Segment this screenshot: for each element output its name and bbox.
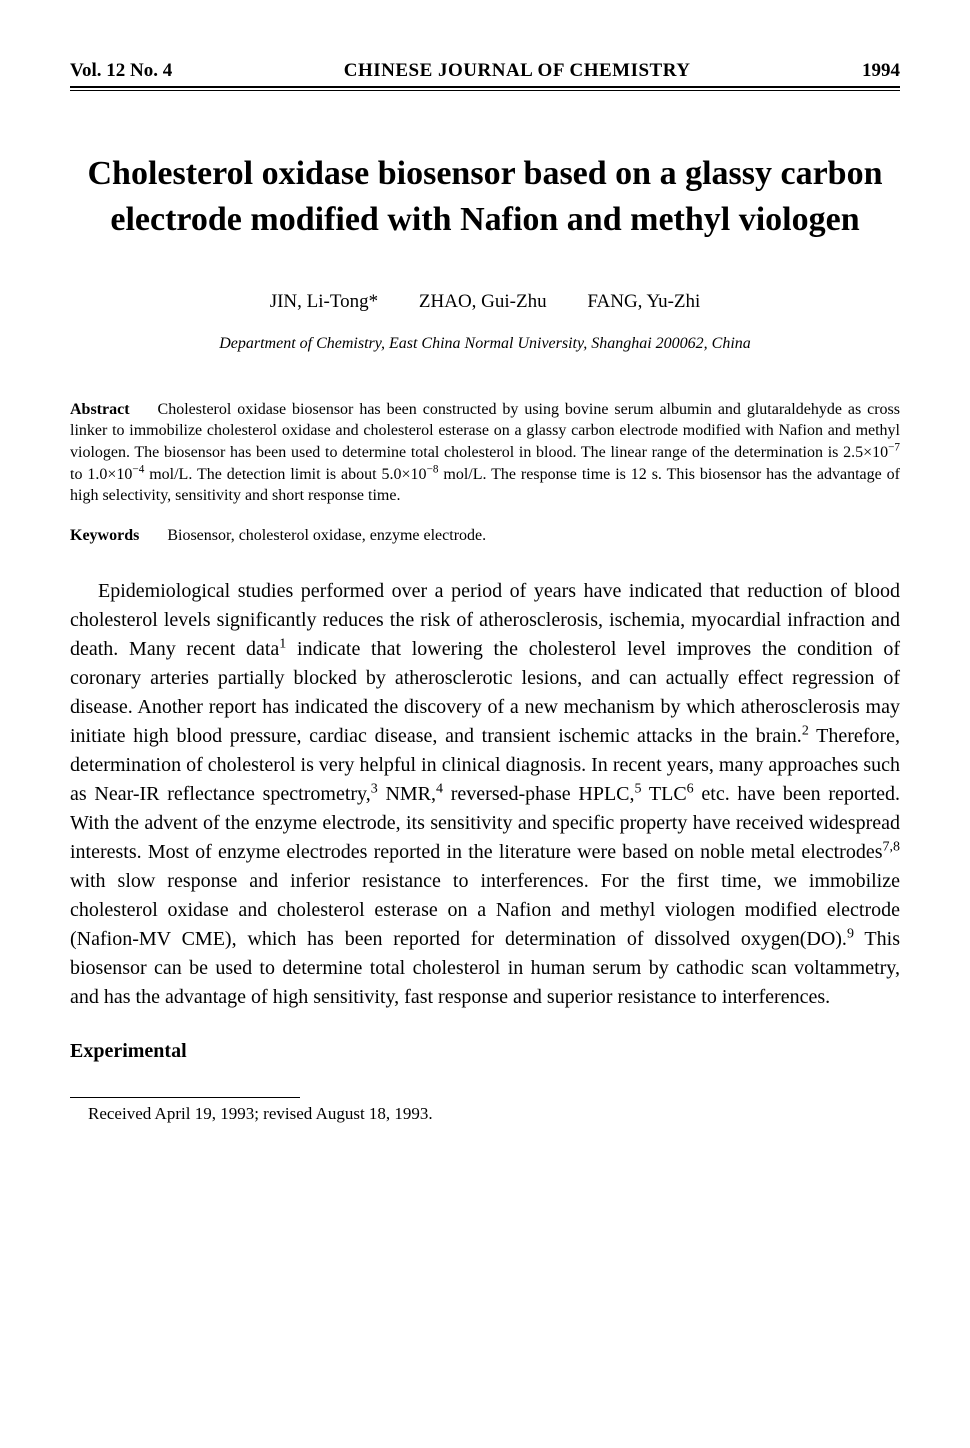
author: ZHAO, Gui-Zhu (419, 291, 547, 312)
section-heading: Experimental (70, 1040, 900, 1063)
keywords: Keywords Biosensor, cholesterol oxidase, … (70, 527, 900, 545)
keywords-label: Keywords (70, 527, 139, 544)
superscript: −4 (132, 463, 144, 475)
volume-issue: Vol. 12 No. 4 (70, 60, 172, 82)
abstract-text: Cholesterol oxidase biosensor has been c… (70, 401, 900, 461)
header-rule (70, 86, 900, 91)
abstract-text: to 1.0×10 (70, 466, 132, 483)
abstract-label: Abstract (70, 401, 130, 418)
citation: 6 (687, 781, 694, 796)
author: JIN, Li-Tong* (270, 291, 378, 312)
page-header: Vol. 12 No. 4 CHINESE JOURNAL OF CHEMIST… (70, 60, 900, 82)
footnote: Received April 19, 1993; revised August … (70, 1104, 900, 1124)
body-text: reversed-phase HPLC, (443, 783, 635, 805)
footnote-rule (70, 1097, 300, 1098)
year: 1994 (862, 60, 900, 82)
citation: 9 (847, 926, 854, 941)
keywords-text: Biosensor, cholesterol oxidase, enzyme e… (167, 527, 486, 544)
citation: 7,8 (883, 839, 901, 854)
affiliation: Department of Chemistry, East China Norm… (70, 335, 900, 353)
superscript: −7 (888, 442, 900, 454)
citation: 4 (436, 781, 443, 796)
superscript: −8 (427, 463, 439, 475)
abstract-text: mol/L. The detection limit is about 5.0×… (144, 466, 426, 483)
body-text: NMR, (378, 783, 436, 805)
citation: 3 (371, 781, 378, 796)
body-paragraph: Epidemiological studies performed over a… (70, 577, 900, 1012)
authors-line: JIN, Li-Tong* ZHAO, Gui-Zhu FANG, Yu-Zhi (70, 291, 900, 313)
author: FANG, Yu-Zhi (587, 291, 700, 312)
article-title: Cholesterol oxidase biosensor based on a… (70, 151, 900, 243)
body-text: TLC (642, 783, 687, 805)
citation: 2 (802, 723, 809, 738)
journal-title: CHINESE JOURNAL OF CHEMISTRY (344, 60, 691, 82)
citation: 5 (635, 781, 642, 796)
abstract: AbstractCholesterol oxidase biosensor ha… (70, 399, 900, 507)
body-text: with slow response and inferior resistan… (70, 870, 900, 950)
